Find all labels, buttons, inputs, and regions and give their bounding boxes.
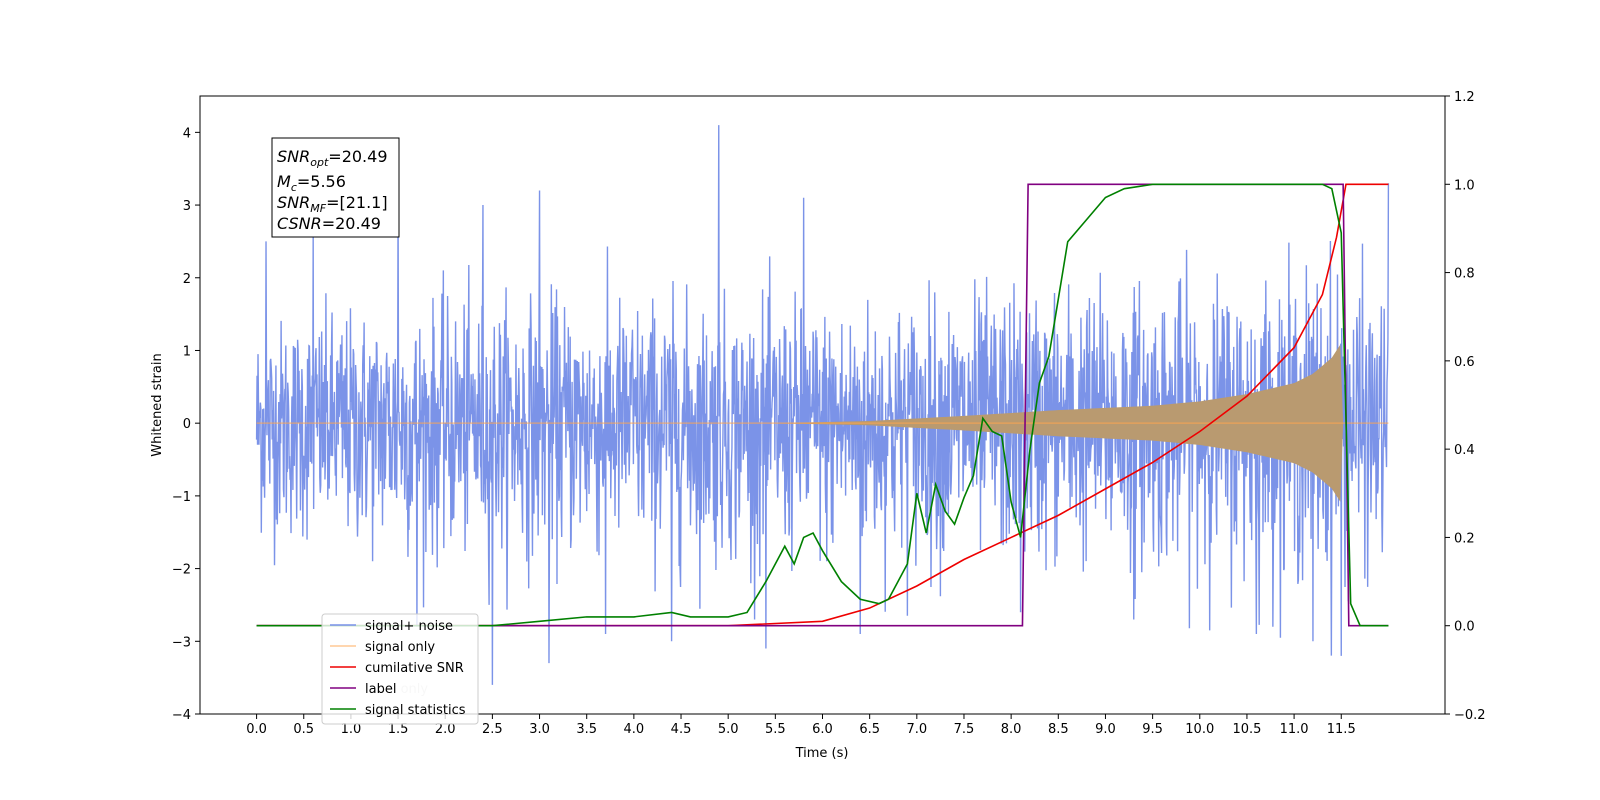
y-right-tick-label: 0.2 <box>1454 531 1475 546</box>
legend-label: signal statistics <box>365 703 466 718</box>
y-right-tick-label: 0.8 <box>1454 267 1475 282</box>
series-signal-statistics <box>256 183 1389 627</box>
y-tick-label: −4 <box>172 708 191 723</box>
x-tick-label: 5.0 <box>718 722 739 737</box>
y-tick-label: 3 <box>183 199 191 214</box>
y-right-tick-label: 1.0 <box>1454 178 1475 193</box>
annotation-box: SNRopt=20.49 Mc=5.56 SNRMF=[21.1] CSNR=2… <box>271 137 400 238</box>
x-tick-label: 11.0 <box>1280 722 1309 737</box>
x-tick-label: 9.0 <box>1095 722 1116 737</box>
x-tick-label: 8.5 <box>1048 722 1069 737</box>
x-tick-label: 3.5 <box>576 722 597 737</box>
y-right-tick-label: 0.6 <box>1454 355 1475 370</box>
x-tick-label: 1.5 <box>388 722 409 737</box>
y-tick-label: 2 <box>183 272 191 287</box>
x-tick-label: 2.5 <box>482 722 503 737</box>
y-tick-label: −2 <box>172 563 191 578</box>
legend-label: cumilative SNR <box>365 661 464 676</box>
y-right-tick-label: −0.2 <box>1454 708 1486 723</box>
x-tick-label: 10.0 <box>1185 722 1214 737</box>
x-tick-label: 5.5 <box>765 722 786 737</box>
y-axis-label: Whitened strain <box>150 353 165 456</box>
y-right-tick-label: 0.0 <box>1454 620 1475 635</box>
legend-item-signal-noise: signal+ noise <box>330 619 453 634</box>
x-tick-label: 7.5 <box>954 722 975 737</box>
x-tick-label: 9.5 <box>1142 722 1163 737</box>
legend-label: signal only <box>365 640 435 655</box>
x-tick-label: 6.0 <box>812 722 833 737</box>
y-tick-label: −3 <box>172 635 191 650</box>
csnr-text: CSNR=20.49 <box>277 214 381 233</box>
legend-item-label: label <box>330 682 396 697</box>
axes: 0.0 0.5 1.0 1.5 2.0 2.5 3.0 3.5 4.0 4.5 5.0 5.5 6.0 6… <box>172 90 1486 737</box>
legend: signal+ noise signal only cumilative SNR… <box>321 613 479 725</box>
x-tick-label: 8.0 <box>1001 722 1022 737</box>
snr-mf-text: SNRMF=[21.1] <box>277 193 388 215</box>
x-tick-label: 7.0 <box>906 722 927 737</box>
y-tick-label: 0 <box>183 417 191 432</box>
y-tick-label: 1 <box>183 344 191 359</box>
x-tick-label: 3.0 <box>529 722 550 737</box>
y-tick-label: 4 <box>183 126 191 141</box>
y-tick-label: −1 <box>172 490 191 505</box>
x-tick-label: 1.0 <box>341 722 362 737</box>
legend-item-cumilative-snr: cumilative SNR <box>330 661 464 676</box>
x-tick-label: 6.5 <box>859 722 880 737</box>
x-tick-label: 0.5 <box>293 722 314 737</box>
x-tick-label: 2.0 <box>435 722 456 737</box>
legend-label: label <box>365 682 396 697</box>
x-tick-label: 4.5 <box>671 722 692 737</box>
y-right-tick-label: 0.4 <box>1454 443 1475 458</box>
legend-item-signal-only: signal only <box>330 640 435 655</box>
x-axis-label: Time (s) <box>795 746 849 761</box>
x-tick-label: 11.5 <box>1327 722 1356 737</box>
legend-label: signal+ noise <box>365 619 453 634</box>
x-tick-label: 10.5 <box>1232 722 1261 737</box>
mc-text: Mc=5.56 <box>277 172 346 194</box>
y-right-tick-label: 1.2 <box>1454 90 1475 105</box>
legend-item-signal-statistics: signal statistics <box>330 703 466 718</box>
series-cumilative-snr <box>256 183 1389 627</box>
snr-opt-text: SNRopt=20.49 <box>277 147 388 169</box>
x-tick-label: 4.0 <box>624 722 645 737</box>
x-tick-label: 0.0 <box>246 722 267 737</box>
plot-area <box>255 125 1390 685</box>
